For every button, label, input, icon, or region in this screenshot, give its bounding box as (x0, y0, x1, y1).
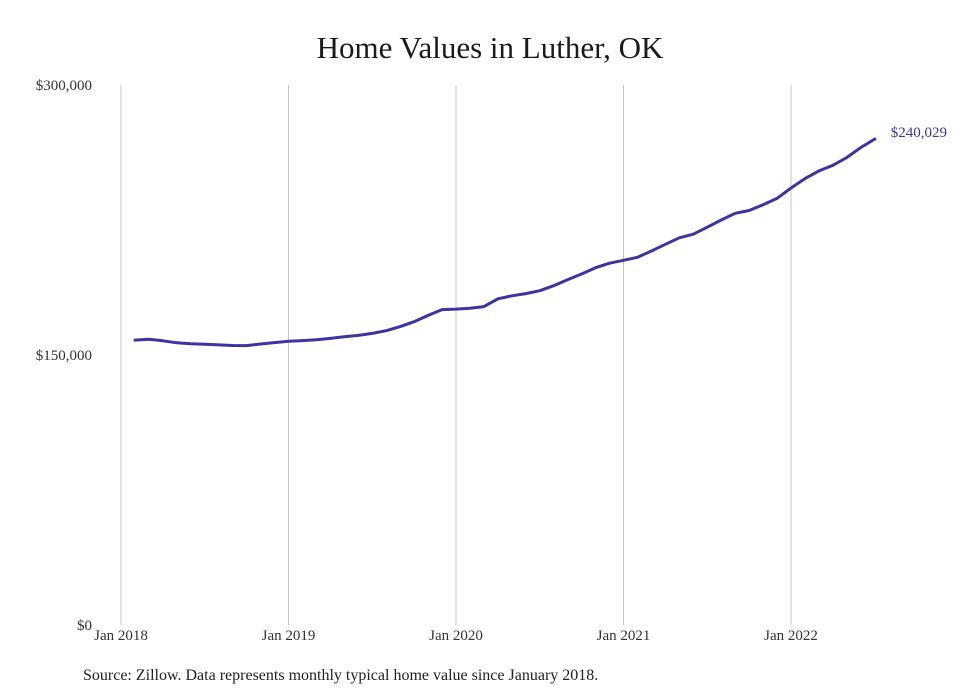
series-line (133, 137, 877, 348)
y-tick-label: $150,000 (36, 348, 92, 364)
x-tick-label: Jan 2021 (597, 628, 651, 644)
x-tick-label: Jan 2020 (429, 628, 483, 644)
end-value-label: $240,029 (891, 125, 947, 141)
x-tick-label: Jan 2018 (94, 628, 148, 644)
chart-title: Home Values in Luther, OK (316, 30, 664, 65)
source-note: Source: Zillow. Data represents monthly … (83, 667, 599, 684)
x-tick-label: Jan 2022 (764, 628, 818, 644)
y-tick-label: $0 (77, 618, 92, 634)
y-tick-label: $300,000 (36, 78, 92, 94)
x-tick-label: Jan 2019 (262, 628, 316, 644)
